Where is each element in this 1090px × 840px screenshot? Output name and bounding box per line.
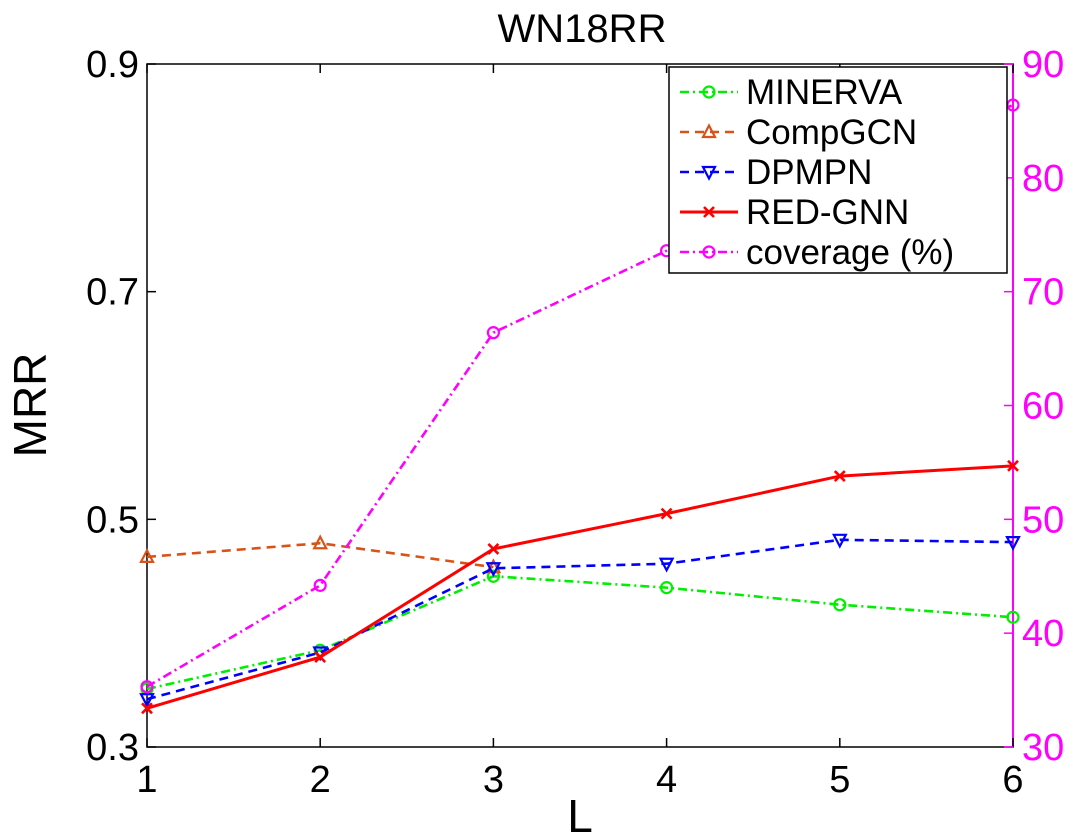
data-point-red-gnn	[487, 543, 500, 555]
x-tick-label: 2	[310, 759, 331, 801]
chart-title: WN18RR	[498, 7, 667, 51]
data-point-dpmpn	[831, 533, 848, 549]
y2-tick-label: 50	[1022, 499, 1064, 541]
y2-tick-label: 40	[1022, 613, 1064, 655]
x-tick-label: 5	[829, 759, 850, 801]
legend-marker-compgcn	[701, 123, 717, 139]
series-red-gnn	[141, 459, 1019, 715]
series-line-minerva	[146, 574, 1014, 691]
legend-marker-dpmpn	[701, 165, 717, 181]
legend-marker-minerva	[702, 85, 716, 99]
x-tick-label: 3	[483, 759, 504, 801]
y2-tick-label: 80	[1022, 158, 1064, 200]
series-line-red-gnn	[146, 464, 1014, 710]
data-point-dpmpn	[1005, 535, 1021, 551]
data-point-coverage	[140, 680, 154, 694]
y-axis-label: MRR	[4, 353, 56, 458]
y-tick-label: 0.7	[86, 272, 139, 314]
legend-marker-red-gnn	[703, 206, 715, 218]
y-tick-label: 0.3	[86, 727, 139, 769]
data-point-dpmpn	[139, 693, 155, 709]
data-point-red-gnn	[833, 470, 846, 482]
x-tick-label: 1	[136, 759, 157, 801]
data-point-minerva	[1006, 610, 1020, 624]
data-point-coverage	[313, 578, 327, 592]
data-point-red-gnn	[141, 702, 153, 715]
legend-label-minerva: MINERVA	[746, 73, 903, 112]
data-point-dpmpn	[485, 562, 502, 578]
legend-label-coverage: coverage (%)	[746, 233, 954, 272]
y-tick-label: 0.5	[86, 499, 139, 541]
series-compgcn	[139, 534, 502, 574]
data-point-red-gnn	[660, 507, 673, 520]
series-dpmpn	[139, 533, 1021, 709]
data-point-compgcn	[312, 534, 329, 550]
y2-tick-label: 90	[1022, 44, 1064, 86]
data-point-minerva	[486, 569, 500, 583]
legend-label-red-gnn: RED-GNN	[746, 193, 909, 232]
data-point-red-gnn	[314, 651, 327, 663]
y2-tick-label: 70	[1022, 272, 1064, 314]
legend-marker-coverage	[702, 245, 716, 259]
data-point-compgcn	[139, 548, 155, 563]
x-axis-label: L	[567, 790, 593, 840]
data-point-dpmpn	[658, 557, 675, 573]
data-point-red-gnn	[1007, 459, 1019, 472]
data-point-compgcn	[485, 558, 502, 574]
legend-box	[668, 66, 1008, 274]
y2-tick-label: 30	[1022, 727, 1064, 769]
x-tick-label: 6	[1002, 759, 1023, 801]
data-point-minerva	[659, 581, 674, 595]
legend-label-compgcn: CompGCN	[746, 113, 917, 152]
series-line-compgcn	[146, 541, 494, 569]
data-point-coverage	[486, 326, 500, 340]
x-tick-label: 4	[656, 759, 677, 801]
series-line-dpmpn	[146, 538, 1014, 701]
data-point-minerva	[833, 598, 847, 612]
legend-label-dpmpn: DPMPN	[746, 153, 872, 192]
ticks-layer: 1 2 3 4 5 6 0.3 0.5 0.7 0.9 30 40 50 60 70 80 90	[86, 44, 1064, 801]
y-tick-label: 0.9	[86, 44, 139, 86]
y2-tick-label: 60	[1022, 386, 1064, 428]
